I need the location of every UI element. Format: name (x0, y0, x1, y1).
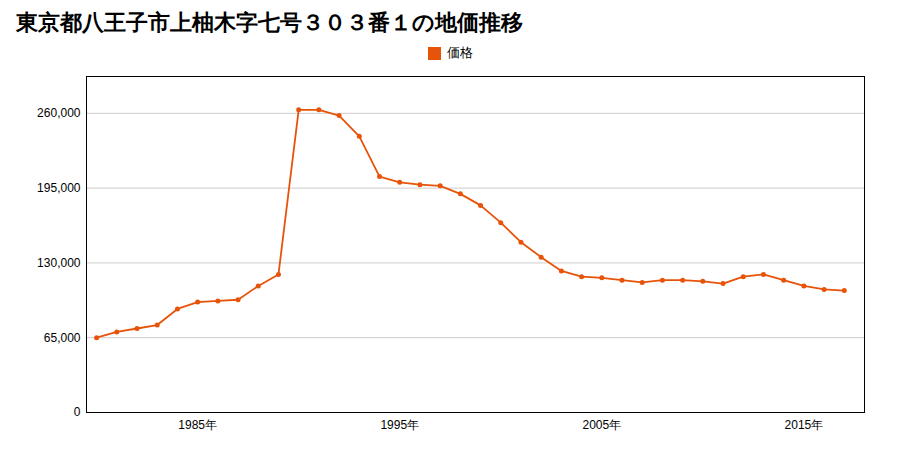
svg-text:195,000: 195,000 (37, 181, 81, 195)
svg-text:1985年: 1985年 (178, 418, 217, 432)
svg-text:2005年: 2005年 (582, 418, 621, 432)
svg-text:0: 0 (74, 405, 81, 419)
html-text:価格: 価格 (446, 45, 473, 60)
svg-text:260,000: 260,000 (37, 106, 81, 120)
html-text:東京都八王子市上柚木字七号３０３番１の地価推移: 東京都八王子市上柚木字七号３０３番１の地価推移 (16, 10, 523, 35)
svg-text:1995年: 1995年 (380, 418, 419, 432)
svg-text:65,000: 65,000 (44, 331, 81, 345)
svg-text:130,000: 130,000 (37, 256, 81, 270)
svg-text:2015年: 2015年 (785, 418, 824, 432)
